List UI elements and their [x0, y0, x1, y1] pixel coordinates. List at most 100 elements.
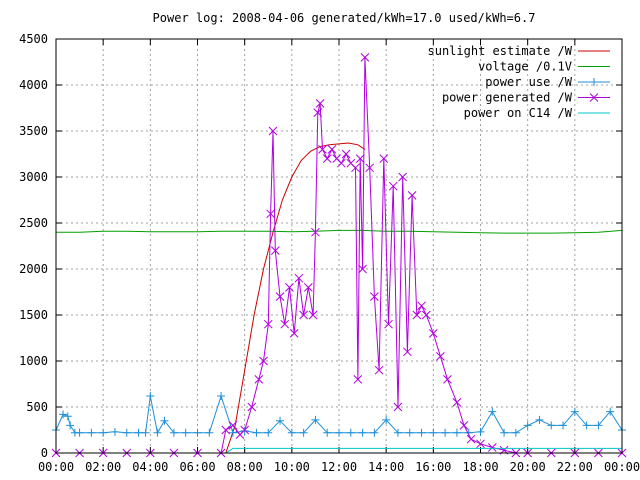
data-point: [429, 428, 438, 437]
data-point: [313, 108, 323, 117]
data-point: [398, 172, 408, 182]
data-point: [407, 191, 417, 200]
data-point: [355, 154, 365, 163]
data-point: [141, 428, 150, 437]
x-tick-label: 14:00: [368, 460, 404, 474]
data-point: [452, 428, 461, 437]
legend-marker: [590, 78, 598, 86]
x-tick-label: 20:00: [510, 460, 546, 474]
data-point: [228, 421, 238, 430]
series-line: [56, 57, 622, 454]
x-tick-label: 00:00: [604, 460, 640, 474]
data-point: [193, 428, 202, 437]
data-point: [370, 292, 379, 301]
data-point: [153, 428, 162, 437]
x-tick-label: 22:00: [557, 460, 593, 474]
legend-label: power generated /W: [442, 91, 573, 105]
data-point: [559, 421, 568, 430]
data-point: [393, 428, 402, 437]
y-tick-label: 1000: [19, 354, 48, 368]
data-point: [441, 428, 450, 437]
data-point: [99, 428, 108, 437]
y-tick-label: 2000: [19, 262, 48, 276]
data-point: [379, 154, 389, 163]
data-point: [341, 149, 351, 159]
data-point: [476, 427, 485, 436]
data-point: [405, 428, 414, 437]
data-point: [459, 421, 469, 430]
series-1: [56, 229, 623, 234]
data-point: [412, 310, 422, 320]
y-tick-label: 500: [26, 400, 48, 414]
data-point: [488, 407, 497, 416]
data-point: [500, 428, 509, 437]
data-point: [318, 145, 327, 154]
data-point: [287, 428, 296, 437]
x-tick-label: 00:00: [38, 460, 74, 474]
data-point: [582, 421, 591, 430]
data-point: [259, 356, 268, 366]
data-point: [417, 301, 426, 311]
data-point: [294, 273, 304, 283]
data-point: [303, 283, 313, 292]
legend-label: voltage /0.1V: [478, 60, 572, 74]
data-point: [280, 319, 290, 329]
data-point: [337, 158, 346, 168]
data-point: [393, 402, 403, 412]
data-point: [285, 283, 294, 292]
data-point: [374, 365, 384, 375]
data-point: [358, 264, 367, 274]
data-point: [384, 319, 393, 329]
data-point: [264, 428, 273, 437]
data-point: [247, 402, 257, 412]
data-point: [252, 428, 261, 437]
data-point: [421, 310, 431, 320]
data-point: [535, 415, 544, 424]
data-point: [299, 310, 308, 320]
chart-title: Power log: 2008-04-06 generated/kWh=17.0…: [153, 11, 536, 25]
legend-label: power use /W: [485, 75, 572, 89]
data-point: [436, 352, 445, 361]
data-point: [311, 415, 320, 424]
x-tick-label: 08:00: [227, 460, 263, 474]
data-point: [217, 391, 226, 400]
data-point: [59, 410, 68, 419]
data-point: [276, 416, 285, 425]
data-point: [266, 209, 275, 219]
series-layer: [51, 53, 627, 458]
data-point: [322, 154, 332, 163]
axis-ticks: 0 500 1000 1500 2000 2500 3000 3500 4000 4500 00:0…: [19, 32, 640, 474]
x-tick-label: 02:00: [85, 460, 121, 474]
data-point: [110, 427, 119, 436]
data-point: [388, 181, 398, 191]
data-point: [428, 329, 438, 338]
data-point: [169, 428, 178, 437]
data-point: [476, 439, 485, 449]
data-point: [351, 163, 360, 173]
data-point: [594, 421, 603, 430]
plot-frame: [55, 38, 623, 454]
data-point: [181, 428, 190, 437]
series-0: [225, 142, 366, 454]
series-line: [225, 142, 366, 454]
y-tick-label: 0: [41, 446, 48, 460]
data-point: [263, 319, 273, 329]
y-tick-label: 4500: [19, 32, 48, 46]
x-tick-label: 16:00: [415, 460, 451, 474]
data-point: [311, 227, 320, 237]
data-point: [146, 391, 155, 400]
data-point: [75, 428, 84, 437]
data-point: [511, 428, 520, 437]
data-point: [452, 398, 462, 407]
data-point: [403, 347, 412, 357]
data-point: [66, 421, 75, 430]
data-point: [487, 443, 497, 452]
data-point: [466, 434, 476, 444]
data-point: [205, 428, 214, 437]
data-point: [240, 426, 249, 435]
data-point: [254, 375, 264, 384]
legend-label: sunlight estimate /W: [428, 44, 573, 58]
y-tick-label: 3500: [19, 124, 48, 138]
